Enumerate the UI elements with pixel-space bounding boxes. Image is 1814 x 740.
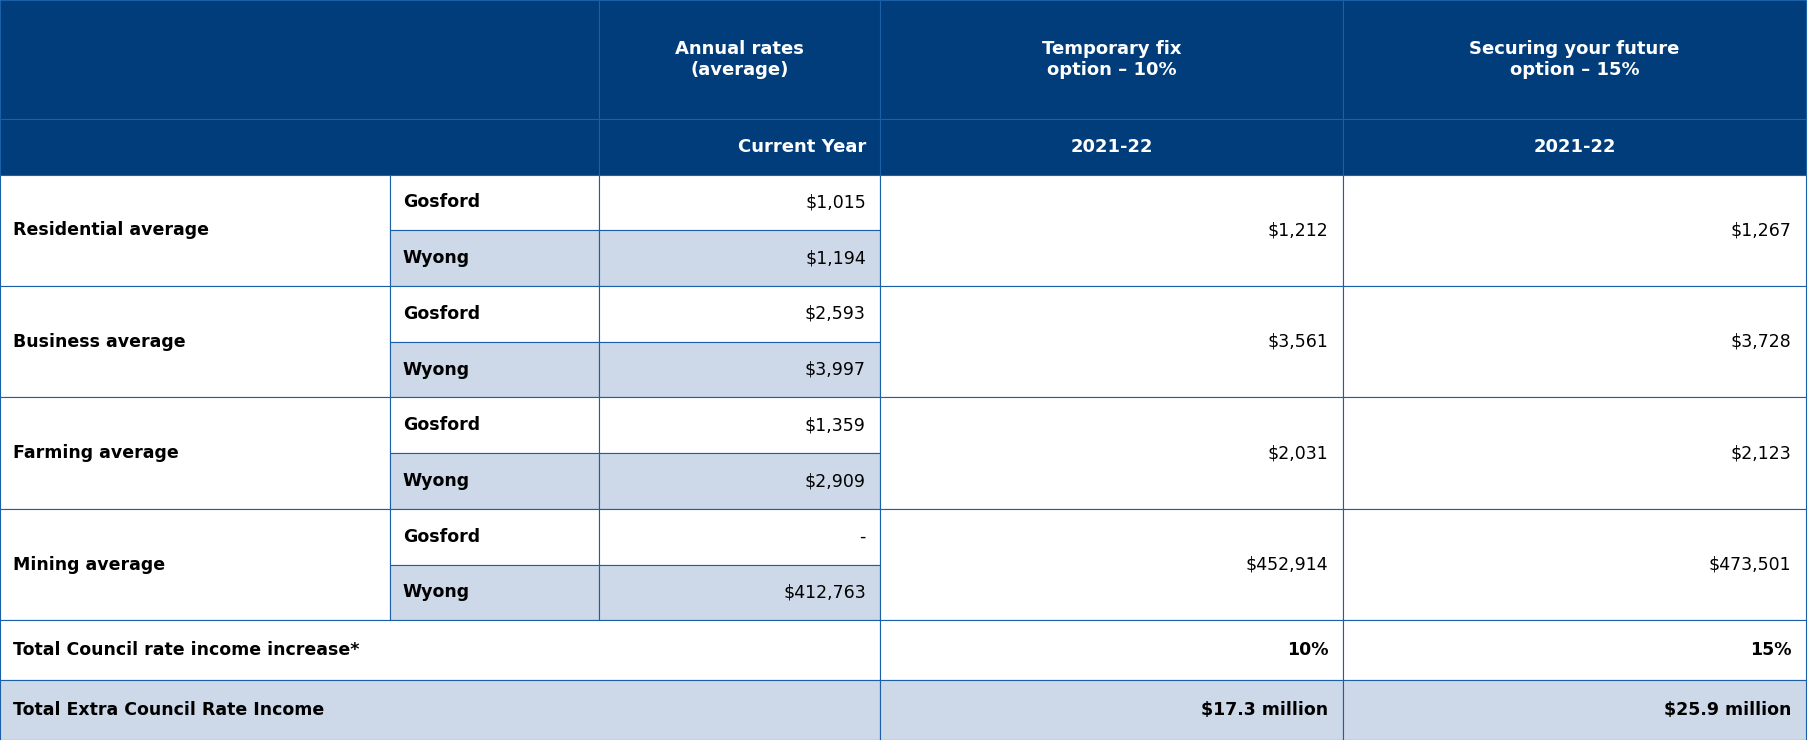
Text: $3,997: $3,997 bbox=[804, 360, 865, 379]
Text: $1,015: $1,015 bbox=[805, 193, 865, 212]
Bar bbox=[390, 286, 599, 342]
Text: Current Year: Current Year bbox=[736, 138, 865, 155]
Bar bbox=[0, 175, 390, 286]
Text: 10%: 10% bbox=[1286, 642, 1328, 659]
Text: $2,593: $2,593 bbox=[804, 305, 865, 323]
Bar bbox=[0, 397, 390, 509]
Text: Business average: Business average bbox=[13, 333, 185, 351]
Text: $3,561: $3,561 bbox=[1266, 333, 1328, 351]
Text: Temporary fix
option – 10%: Temporary fix option – 10% bbox=[1041, 40, 1181, 79]
Text: $473,501: $473,501 bbox=[1707, 556, 1790, 574]
Bar bbox=[599, 175, 880, 230]
Bar bbox=[599, 509, 880, 565]
Text: 2021-22: 2021-22 bbox=[1533, 138, 1614, 155]
Text: Securing your future
option – 15%: Securing your future option – 15% bbox=[1469, 40, 1678, 79]
Bar bbox=[1342, 286, 1805, 397]
Bar bbox=[599, 230, 880, 286]
Text: $1,194: $1,194 bbox=[805, 249, 865, 267]
Text: $1,267: $1,267 bbox=[1729, 221, 1790, 239]
Bar bbox=[880, 620, 1342, 680]
Bar bbox=[599, 286, 880, 342]
Bar bbox=[390, 509, 599, 565]
Bar bbox=[599, 342, 880, 397]
Bar bbox=[1342, 175, 1805, 286]
Text: $412,763: $412,763 bbox=[782, 584, 865, 602]
Text: $1,359: $1,359 bbox=[804, 417, 865, 434]
Text: $17.3 million: $17.3 million bbox=[1201, 701, 1328, 719]
Text: $2,031: $2,031 bbox=[1268, 444, 1328, 462]
Bar bbox=[0, 509, 390, 620]
Text: 2021-22: 2021-22 bbox=[1070, 138, 1152, 155]
Text: $2,123: $2,123 bbox=[1731, 444, 1790, 462]
Text: $2,909: $2,909 bbox=[804, 472, 865, 490]
Text: $1,212: $1,212 bbox=[1268, 221, 1328, 239]
Text: Wyong: Wyong bbox=[403, 472, 470, 490]
Bar bbox=[880, 286, 1342, 397]
Text: 15%: 15% bbox=[1749, 642, 1790, 659]
Bar bbox=[0, 119, 599, 175]
Bar bbox=[1342, 0, 1805, 119]
Bar bbox=[599, 119, 880, 175]
Bar bbox=[880, 509, 1342, 620]
Text: Gosford: Gosford bbox=[403, 417, 479, 434]
Bar bbox=[390, 230, 599, 286]
Bar bbox=[390, 175, 599, 230]
Text: -: - bbox=[858, 528, 865, 546]
Bar bbox=[1342, 680, 1805, 740]
Bar bbox=[599, 565, 880, 620]
Text: Total Extra Council Rate Income: Total Extra Council Rate Income bbox=[13, 701, 323, 719]
Text: Gosford: Gosford bbox=[403, 193, 479, 212]
Text: Wyong: Wyong bbox=[403, 584, 470, 602]
Bar bbox=[390, 397, 599, 453]
Bar bbox=[880, 119, 1342, 175]
Bar bbox=[1342, 397, 1805, 509]
Bar bbox=[880, 397, 1342, 509]
Bar bbox=[880, 0, 1342, 119]
Bar bbox=[390, 342, 599, 397]
Text: Mining average: Mining average bbox=[13, 556, 165, 574]
Bar bbox=[390, 565, 599, 620]
Bar bbox=[599, 397, 880, 453]
Text: Annual rates
(average): Annual rates (average) bbox=[675, 40, 804, 79]
Bar bbox=[1342, 119, 1805, 175]
Bar bbox=[880, 175, 1342, 286]
Bar bbox=[0, 680, 880, 740]
Bar bbox=[0, 286, 390, 397]
Text: $452,914: $452,914 bbox=[1244, 556, 1328, 574]
Bar bbox=[880, 680, 1342, 740]
Bar bbox=[1342, 509, 1805, 620]
Text: Residential average: Residential average bbox=[13, 221, 209, 239]
Bar bbox=[0, 0, 599, 119]
Text: $25.9 million: $25.9 million bbox=[1663, 701, 1790, 719]
Bar bbox=[0, 620, 880, 680]
Bar bbox=[599, 453, 880, 509]
Bar bbox=[390, 453, 599, 509]
Text: Wyong: Wyong bbox=[403, 360, 470, 379]
Bar bbox=[1342, 620, 1805, 680]
Text: $3,728: $3,728 bbox=[1731, 333, 1790, 351]
Bar bbox=[599, 0, 880, 119]
Text: Total Council rate income increase*: Total Council rate income increase* bbox=[13, 642, 359, 659]
Text: Gosford: Gosford bbox=[403, 305, 479, 323]
Text: Gosford: Gosford bbox=[403, 528, 479, 546]
Text: Wyong: Wyong bbox=[403, 249, 470, 267]
Text: Farming average: Farming average bbox=[13, 444, 178, 462]
